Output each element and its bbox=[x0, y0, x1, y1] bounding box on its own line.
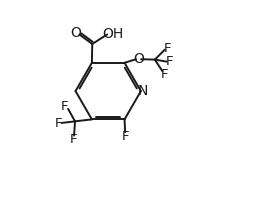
Text: F: F bbox=[61, 100, 69, 113]
Text: N: N bbox=[138, 84, 148, 98]
Text: O: O bbox=[70, 26, 81, 40]
Text: F: F bbox=[121, 130, 129, 143]
Text: OH: OH bbox=[102, 27, 123, 41]
Text: F: F bbox=[54, 117, 62, 130]
Text: F: F bbox=[166, 55, 174, 69]
Text: F: F bbox=[164, 42, 172, 55]
Text: O: O bbox=[133, 52, 144, 66]
Text: F: F bbox=[70, 133, 77, 146]
Text: F: F bbox=[161, 68, 168, 81]
